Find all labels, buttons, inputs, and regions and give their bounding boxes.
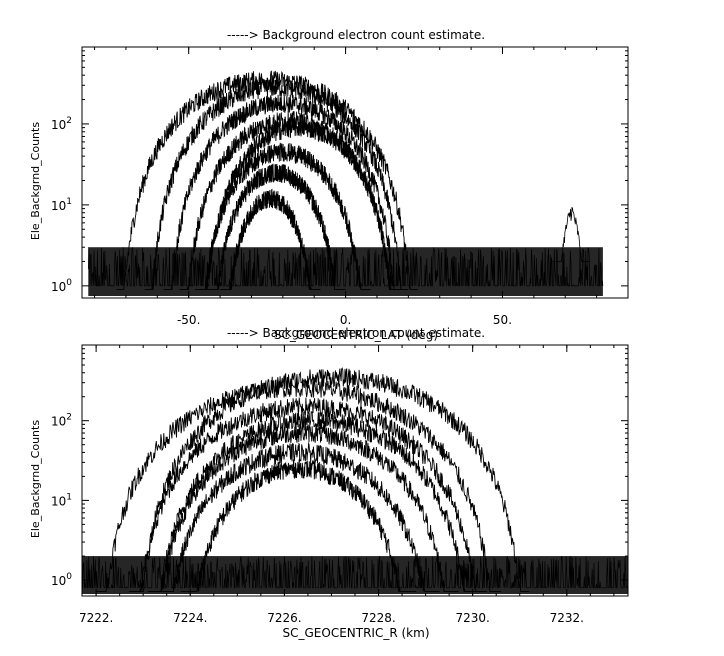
x-tick-label: 50. — [493, 313, 512, 327]
series-1 — [96, 378, 501, 592]
tick-layer: 7222. 7224. 7226. 7228. 7230. 7232. 100 101 102 — [51, 345, 628, 625]
x-axis-label: SC_GEOCENTRIC_R (km) — [283, 626, 430, 640]
y-tick-label: 101 — [51, 197, 72, 213]
x-tick-label: 7230. — [455, 611, 489, 625]
x-tick-label: 7222. — [79, 611, 113, 625]
y-tick-label: 102 — [51, 116, 72, 132]
chart-title: -----> Background electron count estimat… — [227, 326, 485, 340]
series-1 — [144, 78, 409, 291]
series-0 — [133, 367, 530, 592]
x-tick-label: 7226. — [267, 611, 301, 625]
series-6 — [207, 163, 346, 291]
y-tick-label: 101 — [51, 492, 72, 508]
x-tick-label: -50. — [177, 313, 200, 327]
y-axis-label: Ele_Backgrnd_Counts — [29, 122, 42, 240]
y-tick-label: 100 — [51, 278, 72, 294]
panel-radius: -----> Background electron count estimat… — [29, 326, 629, 640]
series-0 — [116, 70, 418, 291]
tick-layer: -50. 0. 50. 100 101 102 — [51, 47, 629, 327]
x-tick-label: 0. — [340, 313, 351, 327]
series-layer — [87, 70, 604, 296]
series-4 — [198, 117, 399, 291]
series-4 — [147, 423, 459, 592]
y-tick-label: 100 — [51, 572, 72, 588]
series-6 — [180, 459, 417, 592]
series-5 — [157, 441, 440, 592]
y-tick-label: 102 — [51, 413, 72, 429]
series-layer — [81, 367, 629, 594]
x-tick-label: 7224. — [173, 611, 207, 625]
x-axis-label: SC_GEOCENTRIC_LAT (deg) — [274, 328, 438, 342]
noise-band — [82, 556, 628, 594]
noise-band — [88, 247, 603, 296]
y-axis-label: Ele_Backgrnd_Counts — [29, 420, 42, 538]
x-tick-label: 7232. — [550, 611, 584, 625]
chart-title: -----> Background electron count estimat… — [227, 28, 485, 42]
series-3 — [147, 411, 478, 592]
spike-series — [552, 206, 591, 262]
series-7 — [220, 188, 321, 291]
plot-frame — [81, 46, 629, 299]
x-tick-label: 7228. — [361, 611, 395, 625]
series-5 — [195, 142, 371, 291]
series-2 — [163, 94, 403, 291]
series-2 — [129, 397, 487, 592]
panel-latitude: -----> Background electron count estimat… — [29, 28, 629, 342]
